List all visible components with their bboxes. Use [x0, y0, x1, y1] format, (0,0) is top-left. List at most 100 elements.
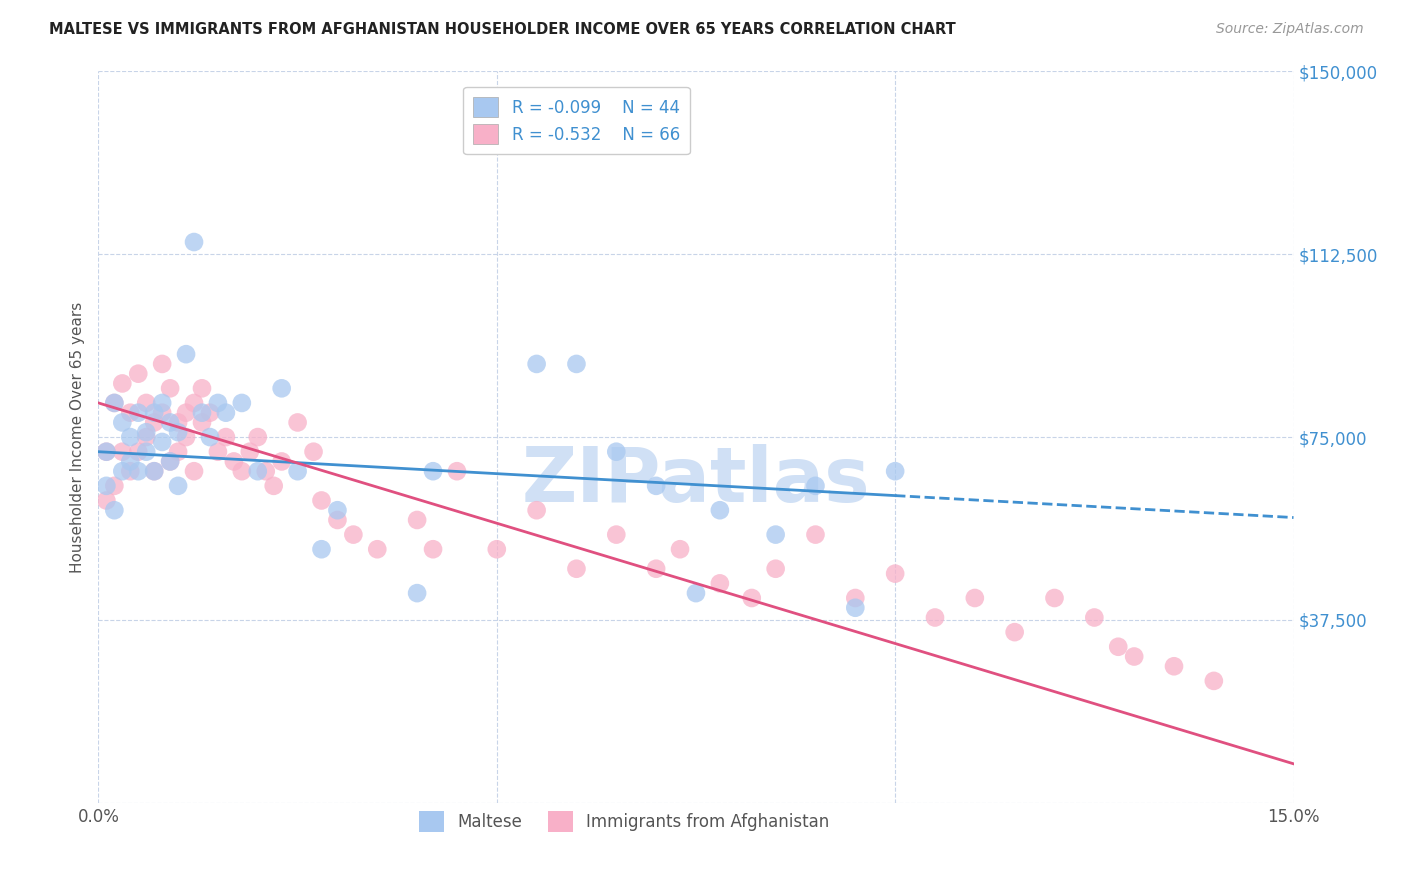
Point: [406, 586, 429, 600]
Point: [174, 430, 197, 444]
Point: [111, 464, 134, 478]
Point: [103, 396, 125, 410]
Point: [96, 479, 118, 493]
Point: [191, 406, 214, 420]
Point: [366, 542, 388, 557]
Point: [135, 430, 157, 444]
Point: [198, 430, 221, 444]
Point: [1043, 591, 1066, 605]
Point: [302, 444, 325, 458]
Point: [270, 381, 292, 395]
Point: [406, 513, 429, 527]
Point: [103, 396, 125, 410]
Point: [565, 357, 588, 371]
Point: [120, 454, 142, 468]
Point: [326, 503, 349, 517]
Point: [159, 454, 181, 468]
Point: [311, 542, 333, 557]
Text: MALTESE VS IMMIGRANTS FROM AFGHANISTAN HOUSEHOLDER INCOME OVER 65 YEARS CORRELAT: MALTESE VS IMMIGRANTS FROM AFGHANISTAN H…: [49, 22, 956, 37]
Point: [167, 479, 190, 493]
Point: [685, 586, 707, 600]
Point: [287, 464, 309, 478]
Point: [215, 430, 238, 444]
Point: [103, 503, 125, 517]
Y-axis label: Householder Income Over 65 years: Householder Income Over 65 years: [69, 301, 84, 573]
Point: [167, 425, 190, 440]
Point: [709, 576, 731, 591]
Point: [183, 235, 205, 249]
Point: [254, 464, 277, 478]
Point: [311, 493, 333, 508]
Point: [1163, 659, 1185, 673]
Point: [159, 381, 181, 395]
Point: [342, 527, 364, 541]
Point: [222, 454, 245, 468]
Point: [804, 479, 827, 493]
Point: [96, 444, 118, 458]
Point: [485, 542, 508, 557]
Point: [183, 396, 205, 410]
Point: [422, 542, 444, 557]
Point: [270, 454, 292, 468]
Point: [1004, 625, 1026, 640]
Point: [239, 444, 262, 458]
Point: [884, 464, 907, 478]
Point: [526, 503, 548, 517]
Point: [446, 464, 468, 478]
Point: [215, 406, 238, 420]
Point: [884, 566, 907, 581]
Point: [207, 444, 229, 458]
Point: [422, 464, 444, 478]
Point: [111, 376, 134, 391]
Point: [150, 396, 173, 410]
Point: [120, 406, 142, 420]
Point: [135, 425, 157, 440]
Point: [1107, 640, 1129, 654]
Point: [96, 444, 118, 458]
Point: [150, 406, 173, 420]
Point: [844, 591, 866, 605]
Point: [246, 464, 269, 478]
Point: [103, 479, 125, 493]
Point: [526, 357, 548, 371]
Point: [1202, 673, 1225, 688]
Point: [326, 513, 349, 527]
Point: [120, 430, 142, 444]
Point: [111, 444, 134, 458]
Point: [143, 406, 166, 420]
Point: [111, 416, 134, 430]
Point: [143, 464, 166, 478]
Point: [150, 434, 173, 449]
Point: [127, 464, 149, 478]
Text: ZIPatlas: ZIPatlas: [522, 444, 870, 518]
Point: [924, 610, 946, 624]
Point: [263, 479, 285, 493]
Point: [207, 396, 229, 410]
Point: [183, 464, 205, 478]
Text: Source: ZipAtlas.com: Source: ZipAtlas.com: [1216, 22, 1364, 37]
Point: [844, 600, 866, 615]
Point: [1083, 610, 1105, 624]
Point: [287, 416, 309, 430]
Point: [191, 416, 214, 430]
Point: [709, 503, 731, 517]
Point: [167, 416, 190, 430]
Point: [741, 591, 763, 605]
Point: [669, 542, 692, 557]
Point: [246, 430, 269, 444]
Point: [135, 396, 157, 410]
Point: [150, 357, 173, 371]
Point: [143, 416, 166, 430]
Point: [765, 527, 787, 541]
Point: [135, 444, 157, 458]
Point: [565, 562, 588, 576]
Point: [231, 396, 253, 410]
Point: [96, 493, 118, 508]
Point: [127, 444, 149, 458]
Point: [120, 464, 142, 478]
Point: [645, 562, 668, 576]
Point: [605, 444, 627, 458]
Point: [159, 454, 181, 468]
Point: [143, 464, 166, 478]
Point: [174, 347, 197, 361]
